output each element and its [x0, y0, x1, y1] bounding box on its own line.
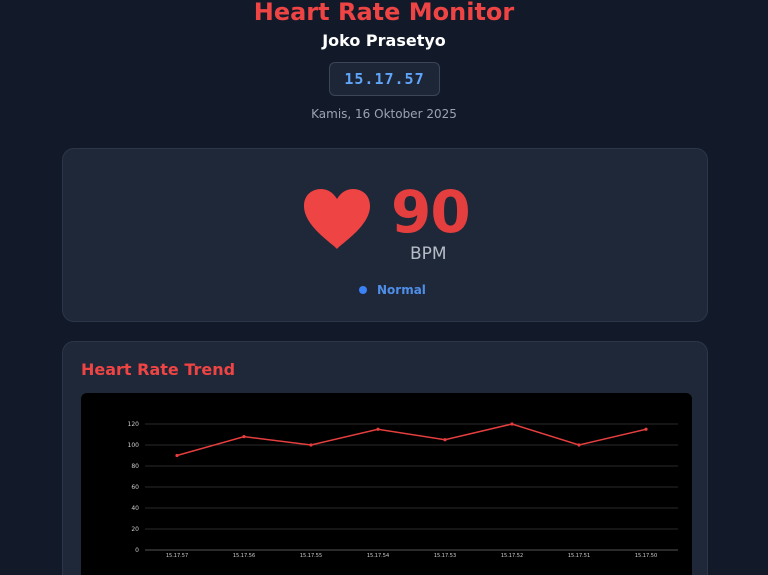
status-label: Normal	[377, 283, 426, 297]
x-tick-label: 15.17.55	[300, 553, 322, 559]
data-point	[644, 427, 648, 431]
status-dot-icon	[359, 286, 367, 294]
trend-chart-svg: 0 20 40 60 80 100 120 15.17.57 15.17.56 15.17.55 1…	[128, 421, 678, 559]
data-point	[242, 435, 246, 439]
data-point	[577, 443, 581, 447]
data-point	[443, 438, 447, 442]
page-title: Heart Rate Monitor	[253, 0, 515, 26]
trend-title: Heart Rate Trend	[81, 360, 236, 379]
y-tick-label: 40	[131, 505, 139, 512]
bpm-value: 90	[391, 178, 471, 246]
data-point	[510, 422, 514, 426]
x-tick-label: 15.17.53	[434, 553, 456, 559]
data-point	[175, 453, 179, 458]
x-tick-label: 15.17.56	[233, 553, 255, 559]
x-tick-label: 15.17.57	[166, 553, 188, 559]
x-tick-label: 15.17.50	[635, 553, 657, 559]
y-tick-label: 0	[135, 547, 139, 554]
data-point	[309, 443, 313, 447]
y-tick-label: 60	[131, 484, 139, 491]
clock-time: 15.17.57	[344, 70, 425, 88]
heart-shape	[304, 189, 370, 249]
series-line	[176, 423, 647, 457]
status-indicator: Normal	[359, 283, 426, 297]
bpm-unit: BPM	[410, 244, 447, 264]
x-tick-label: 15.17.54	[367, 553, 389, 559]
date-label: Kamis, 16 Oktober 2025	[311, 107, 457, 121]
x-tick-label: 15.17.51	[568, 553, 590, 559]
trend-card: Heart Rate Trend 0 20 40 60 80 100 120 15.17.57…	[62, 341, 708, 575]
y-tick-label: 80	[131, 463, 139, 470]
y-tick-label: 100	[128, 442, 140, 449]
y-tick-label: 120	[128, 421, 140, 428]
x-tick-label: 15.17.52	[501, 553, 523, 559]
y-tick-label: 20	[131, 526, 139, 533]
trend-chart: 0 20 40 60 80 100 120 15.17.57 15.17.56 15.17.55 1…	[81, 393, 692, 575]
bpm-card: 90 BPM Normal	[62, 148, 708, 322]
data-point	[376, 427, 380, 431]
heart-icon	[304, 189, 370, 249]
clock-display: 15.17.57	[329, 62, 440, 96]
user-name: Joko Prasetyo	[322, 31, 446, 50]
